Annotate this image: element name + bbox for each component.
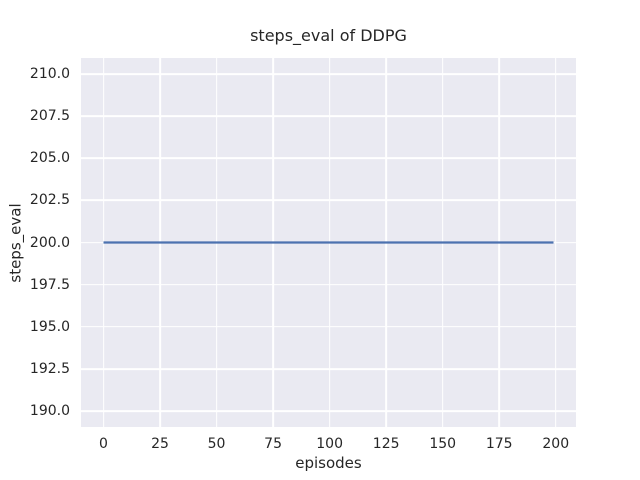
x-tick-label: 25 xyxy=(151,436,169,452)
gridline-horizontal xyxy=(81,115,576,117)
y-tick-label: 195.0 xyxy=(29,318,70,335)
y-tick-label: 197.5 xyxy=(29,276,70,293)
gridline-horizontal xyxy=(81,73,576,75)
series-layer xyxy=(81,58,576,427)
chart-title: steps_eval of DDPG xyxy=(250,26,407,45)
gridline-horizontal xyxy=(81,368,576,370)
x-tick-label: 150 xyxy=(429,436,457,452)
y-tick-label: 210.0 xyxy=(29,66,70,82)
y-tick-labels: 190.0 192.5 195.0 197.5 200.0 202.5 205.0 207.5… xyxy=(0,58,70,427)
x-tick-label: 75 xyxy=(264,436,283,452)
x-tick-label: 50 xyxy=(207,436,226,452)
plot-area xyxy=(81,58,576,427)
x-tick-labels: 0 25 50 75 100 125 150 175 200 xyxy=(81,427,576,453)
y-tick-label: 200.0 xyxy=(29,234,70,251)
x-tick-label: 175 xyxy=(485,436,513,452)
x-axis-label: episodes xyxy=(295,454,362,472)
gridline-horizontal xyxy=(81,283,576,286)
y-tick-label: 205.0 xyxy=(29,150,70,167)
y-tick-label: 207.5 xyxy=(29,108,70,125)
x-tick-label: 100 xyxy=(316,436,343,452)
x-tick-label: 0 xyxy=(99,436,108,452)
gridline-horizontal xyxy=(81,325,576,328)
x-tick-label: 200 xyxy=(542,436,570,452)
x-tick-label: 125 xyxy=(372,436,400,452)
gridline-horizontal xyxy=(81,410,576,412)
gridline-horizontal xyxy=(81,157,576,160)
y-tick-label: 190.0 xyxy=(29,402,70,419)
y-tick-label: 192.5 xyxy=(29,360,70,377)
gridline-horizontal xyxy=(81,199,576,202)
y-tick-label: 202.5 xyxy=(29,192,70,209)
